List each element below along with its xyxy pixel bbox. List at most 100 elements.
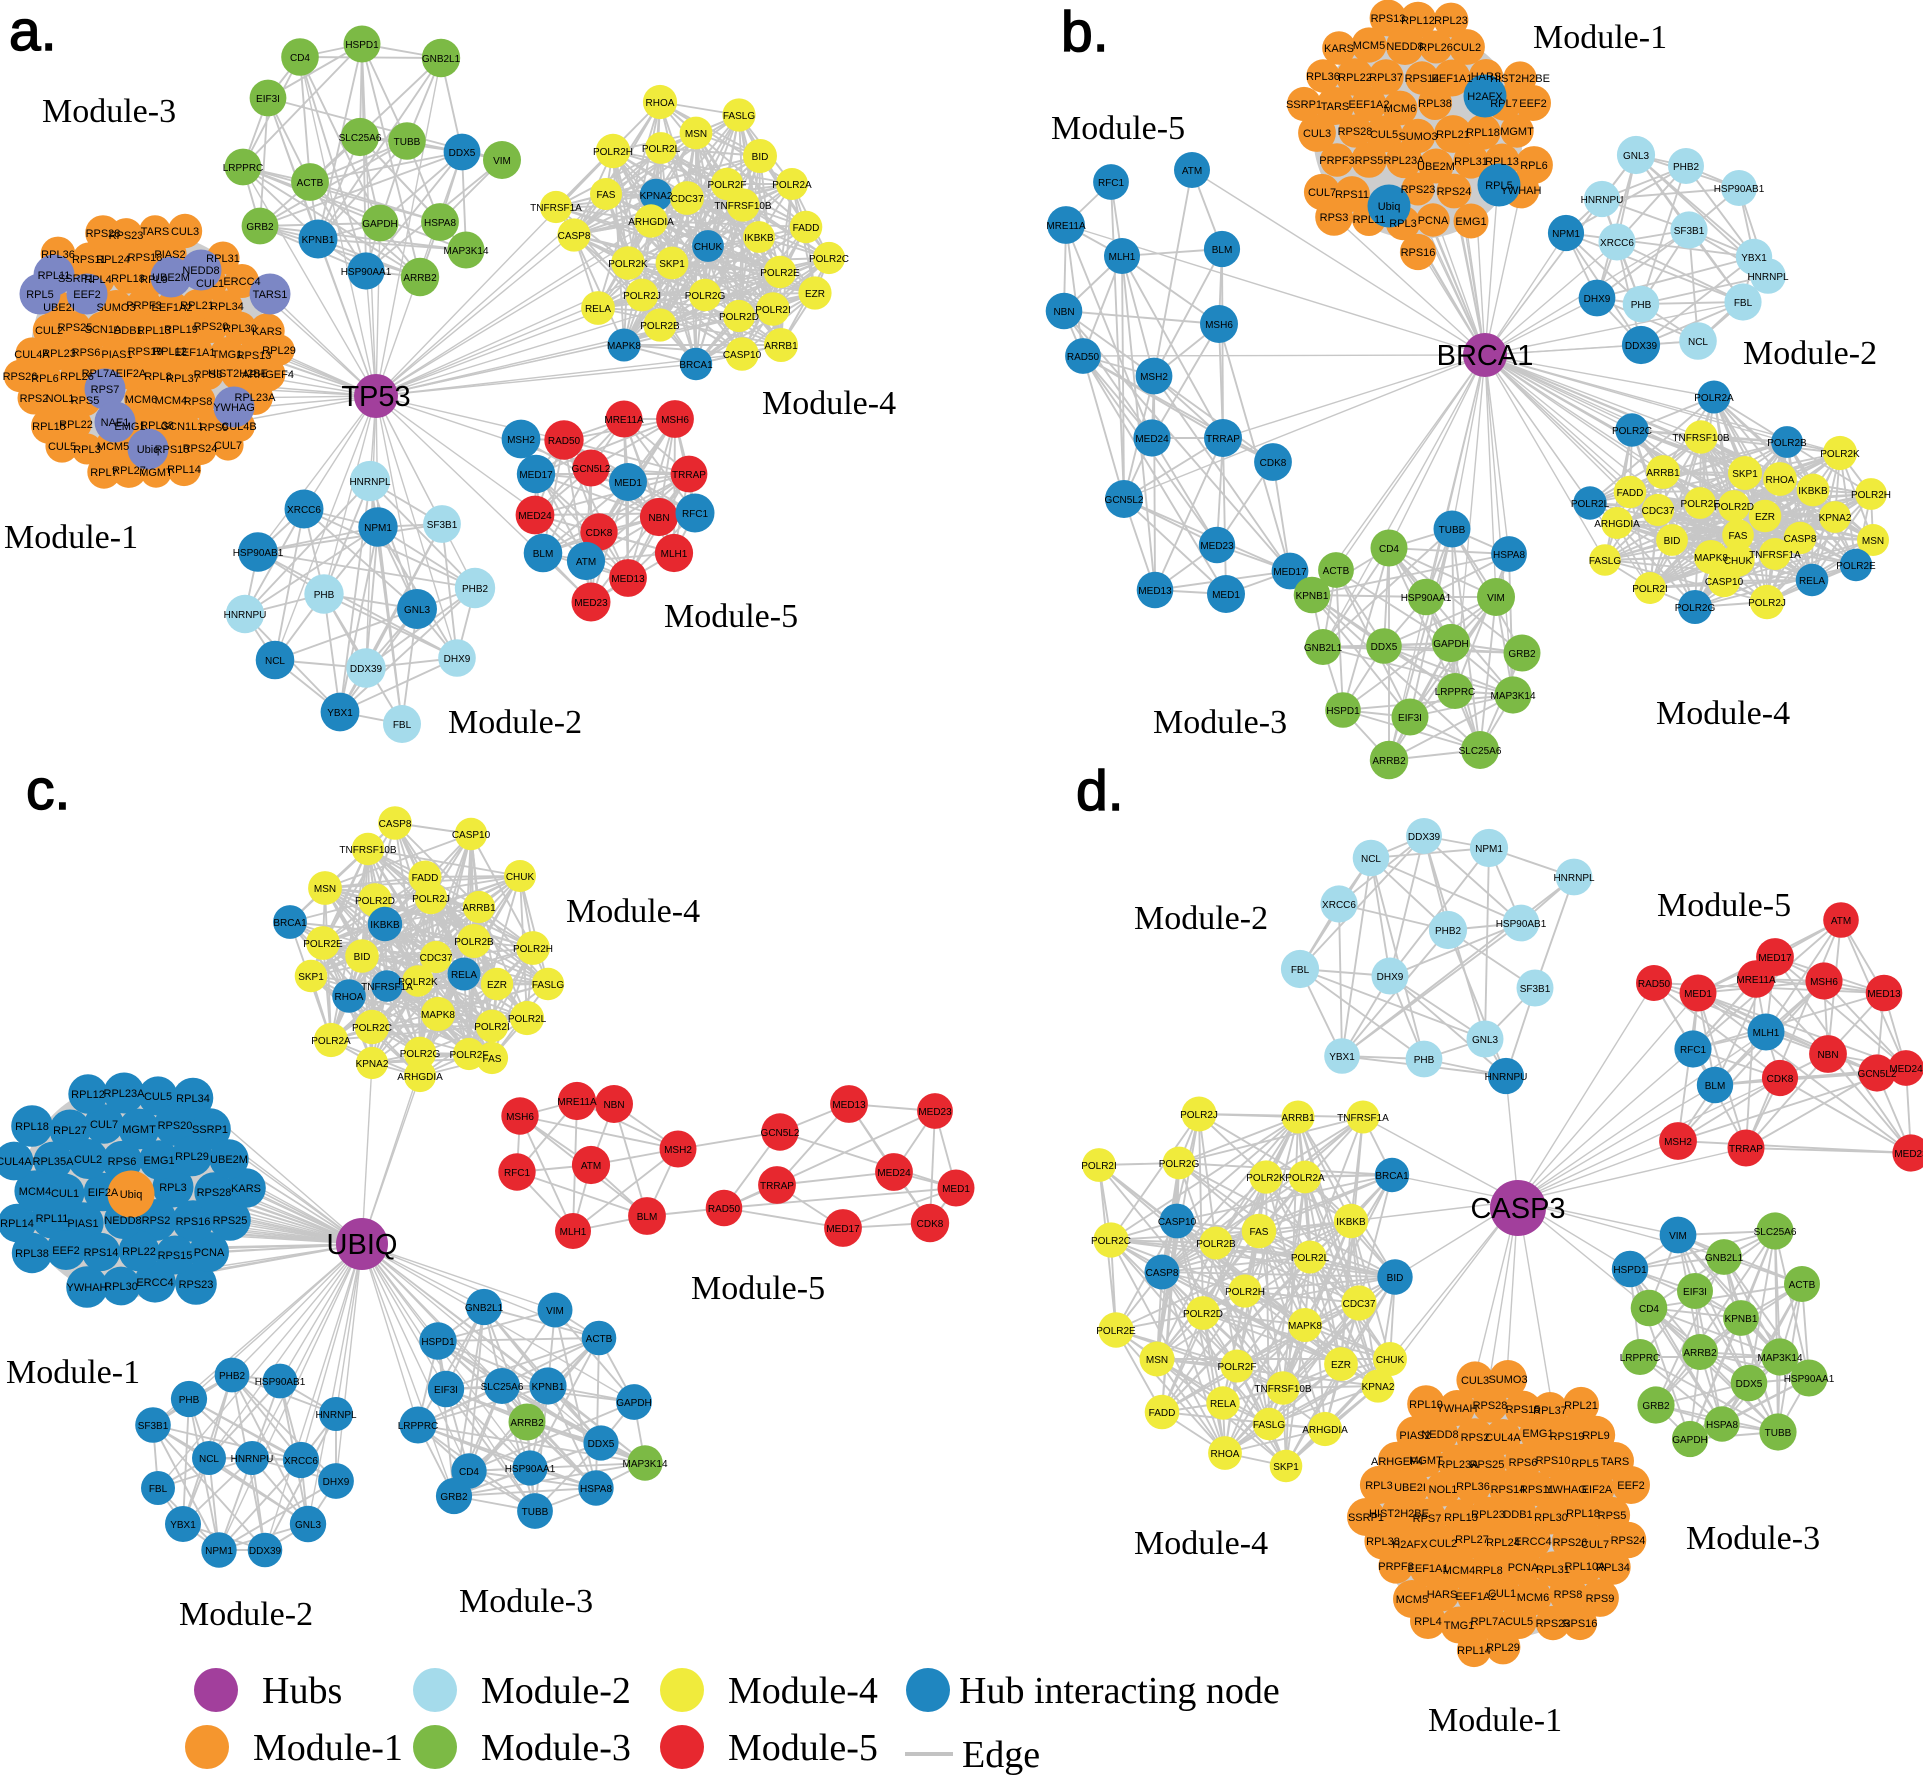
svg-text:MAPK8: MAPK8	[421, 1010, 455, 1021]
svg-text:PIAS1: PIAS1	[67, 1218, 98, 1230]
svg-text:Module-1: Module-1	[4, 519, 138, 556]
svg-text:POLR2I: POLR2I	[755, 305, 791, 316]
svg-text:CHUK: CHUK	[694, 242, 723, 253]
svg-text:EEF1A1: EEF1A1	[1408, 1563, 1449, 1575]
svg-text:GNB2L1: GNB2L1	[465, 1303, 504, 1314]
svg-text:GCN5L2: GCN5L2	[1858, 1069, 1897, 1080]
svg-text:RPL19: RPL19	[1409, 1399, 1443, 1411]
svg-text:NEDD8: NEDD8	[104, 1215, 141, 1227]
svg-text:YBX1: YBX1	[1741, 253, 1767, 264]
svg-text:CUL2: CUL2	[1453, 42, 1481, 54]
svg-text:TRRAP: TRRAP	[760, 1181, 794, 1192]
svg-text:EEF2: EEF2	[1617, 1480, 1645, 1492]
svg-text:POLR2D: POLR2D	[1714, 502, 1754, 513]
svg-text:XRCC6: XRCC6	[1322, 900, 1356, 911]
svg-text:MSH6: MSH6	[506, 1112, 534, 1123]
svg-text:MCM6: MCM6	[125, 394, 157, 406]
svg-text:POLR2H: POLR2H	[1225, 1287, 1265, 1298]
svg-text:YBX1: YBX1	[1329, 1052, 1355, 1063]
svg-text:MED1: MED1	[942, 1184, 970, 1195]
svg-text:HNRNPL: HNRNPL	[349, 477, 391, 488]
svg-text:MED17: MED17	[1273, 567, 1307, 578]
svg-text:POLR2J: POLR2J	[1180, 1110, 1218, 1121]
svg-text:PHB2: PHB2	[1435, 926, 1462, 937]
svg-text:RPS20: RPS20	[158, 1120, 193, 1132]
svg-text:CD4: CD4	[290, 53, 310, 64]
svg-text:RPL15: RPL15	[32, 421, 66, 433]
svg-text:Module-3: Module-3	[459, 1583, 593, 1620]
svg-text:MED24: MED24	[1135, 434, 1169, 445]
svg-text:SLC25A6: SLC25A6	[1754, 1227, 1797, 1238]
svg-text:MED1: MED1	[1684, 989, 1712, 1000]
svg-text:PHB: PHB	[1631, 300, 1652, 311]
svg-text:GCN5L2: GCN5L2	[761, 1128, 800, 1139]
svg-text:BRCA1: BRCA1	[273, 918, 307, 929]
svg-text:CUL7: CUL7	[1581, 1539, 1609, 1551]
svg-text:SKP1: SKP1	[659, 259, 685, 270]
svg-text:MAP3K14: MAP3K14	[1757, 1353, 1802, 1364]
svg-text:TUBB: TUBB	[394, 137, 421, 148]
svg-text:RPS15: RPS15	[1506, 1404, 1541, 1416]
svg-text:CDC37: CDC37	[1343, 1299, 1376, 1310]
svg-text:CDK8: CDK8	[917, 1219, 944, 1230]
svg-text:HSPD1: HSPD1	[1613, 1265, 1647, 1276]
svg-text:HSPD1: HSPD1	[1326, 706, 1360, 717]
svg-text:PRPF3: PRPF3	[1319, 155, 1354, 167]
svg-text:RPL30: RPL30	[223, 323, 257, 335]
svg-text:ATM: ATM	[581, 1161, 601, 1172]
svg-text:EEF1A1: EEF1A1	[1432, 73, 1473, 85]
svg-text:ATM: ATM	[576, 557, 596, 568]
svg-text:Ubiq: Ubiq	[1378, 201, 1401, 213]
svg-text:RPL22: RPL22	[1338, 72, 1372, 84]
svg-text:RPL12: RPL12	[71, 1089, 105, 1101]
svg-text:CHUK: CHUK	[506, 872, 535, 883]
svg-text:FBL: FBL	[1291, 965, 1310, 976]
svg-text:POLR2C: POLR2C	[1612, 426, 1652, 437]
svg-text:RPL36: RPL36	[1306, 71, 1340, 83]
svg-text:RELA: RELA	[585, 304, 611, 315]
svg-text:UBE2I: UBE2I	[1394, 1482, 1426, 1494]
svg-text:KPNA2: KPNA2	[1362, 1382, 1395, 1393]
svg-text:EIF3I: EIF3I	[256, 94, 280, 105]
svg-text:RPL18: RPL18	[15, 1121, 49, 1133]
svg-text:RPS20: RPS20	[194, 321, 229, 333]
svg-text:CDC37: CDC37	[1642, 506, 1675, 517]
svg-text:RPS18: RPS18	[128, 252, 163, 264]
svg-text:GNL3: GNL3	[404, 605, 431, 616]
svg-text:Module-2: Module-2	[448, 704, 582, 741]
svg-text:ACTB: ACTB	[297, 178, 324, 189]
svg-text:TUBB: TUBB	[1765, 1428, 1792, 1439]
svg-text:RPL23: RPL23	[42, 348, 76, 360]
svg-text:MCM4: MCM4	[1443, 1565, 1475, 1577]
svg-text:EZR: EZR	[487, 980, 507, 991]
svg-text:LRPPRC: LRPPRC	[1435, 687, 1476, 698]
svg-text:MGMT: MGMT	[1500, 126, 1534, 138]
svg-text:RELA: RELA	[1210, 1399, 1236, 1410]
svg-text:SF3B1: SF3B1	[138, 1421, 169, 1432]
svg-text:CUL4A: CUL4A	[14, 349, 50, 361]
svg-text:HNRNPU: HNRNPU	[1485, 1072, 1528, 1083]
svg-text:CUL3: CUL3	[1303, 128, 1331, 140]
svg-text:NCL: NCL	[199, 1454, 219, 1465]
svg-text:RPS10: RPS10	[155, 444, 190, 456]
svg-text:ARRB1: ARRB1	[462, 903, 496, 914]
svg-text:MED13: MED13	[611, 574, 645, 585]
svg-text:RPS5: RPS5	[1355, 155, 1384, 167]
svg-text:HIST2H2BE: HIST2H2BE	[1490, 73, 1550, 85]
svg-text:Module-2: Module-2	[1134, 900, 1268, 937]
svg-text:RPL24: RPL24	[1486, 1537, 1520, 1549]
svg-text:MRE11A: MRE11A	[1046, 221, 1086, 232]
svg-text:RPS2: RPS2	[142, 1215, 171, 1227]
svg-text:RPL14: RPL14	[1457, 1645, 1491, 1657]
svg-text:FASLG: FASLG	[532, 980, 564, 991]
svg-text:RPL21: RPL21	[1436, 129, 1470, 141]
svg-text:RPL37: RPL37	[1369, 72, 1403, 84]
svg-text:RPL18: RPL18	[1466, 127, 1500, 139]
svg-text:RPS14: RPS14	[1491, 1484, 1526, 1496]
svg-text:RPL13: RPL13	[1485, 156, 1519, 168]
svg-text:SUMO3: SUMO3	[96, 302, 135, 314]
svg-text:YWHAH: YWHAH	[67, 1282, 108, 1294]
svg-text:HSP90AB1: HSP90AB1	[1714, 184, 1765, 195]
svg-text:BRCA1: BRCA1	[679, 360, 713, 371]
svg-text:RPS26: RPS26	[3, 371, 38, 383]
